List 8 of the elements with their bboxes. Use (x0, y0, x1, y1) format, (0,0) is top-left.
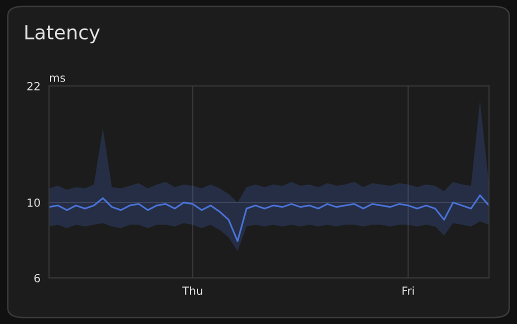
x-tick-label: Thu (182, 286, 202, 295)
chart-title: Latency (25, 25, 100, 44)
x-tick-label: Fri (402, 286, 414, 295)
line-series (49, 194, 489, 242)
y-tick-label: 6 (34, 274, 40, 282)
y-tick-label: 22 (27, 82, 40, 90)
y-tick-label: 10 (28, 198, 40, 207)
y-axis-title: ms (50, 76, 66, 82)
